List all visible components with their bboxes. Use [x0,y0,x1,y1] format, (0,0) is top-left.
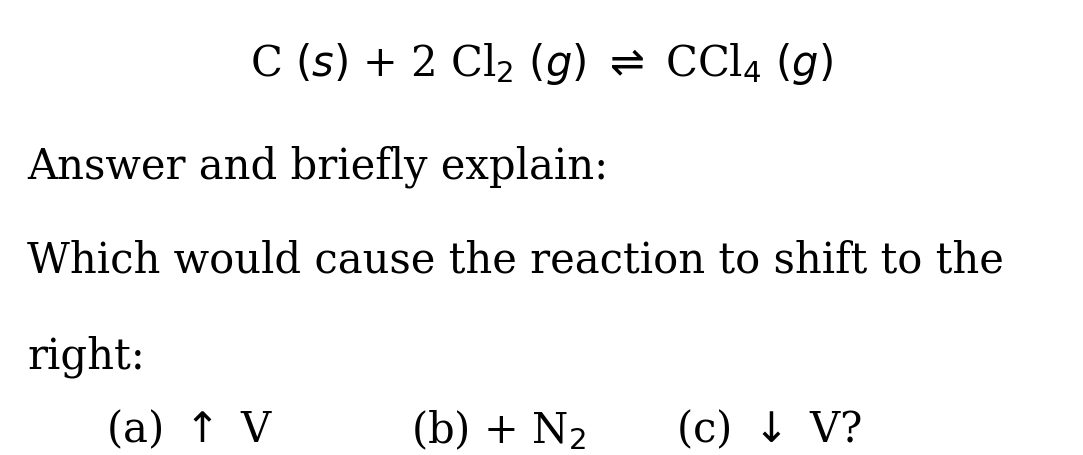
Text: (a) $\uparrow$ V: (a) $\uparrow$ V [106,407,273,450]
Text: right:: right: [27,334,145,377]
Text: Answer and briefly explain:: Answer and briefly explain: [27,146,609,188]
Text: (c) $\downarrow$ V?: (c) $\downarrow$ V? [676,407,862,450]
Text: Which would cause the reaction to shift to the: Which would cause the reaction to shift … [27,239,1004,281]
Text: (b) + N$_2$: (b) + N$_2$ [410,407,586,451]
Text: C $(s)$ + 2 Cl$_2$ $(g)$ $\rightleftharpoons$ CCl$_4$ $(g)$: C $(s)$ + 2 Cl$_2$ $(g)$ $\rightleftharp… [250,41,833,87]
